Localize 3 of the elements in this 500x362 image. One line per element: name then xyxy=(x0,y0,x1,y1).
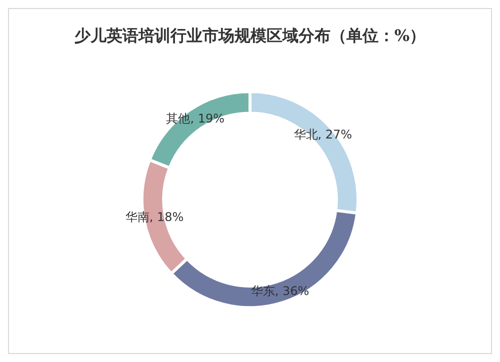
chart-title: 少儿英语培训行业市场规模区域分布（单位：%） xyxy=(74,26,426,45)
slice-label: 华北, 27% xyxy=(294,127,352,142)
slice-label: 华南, 18% xyxy=(125,210,184,224)
